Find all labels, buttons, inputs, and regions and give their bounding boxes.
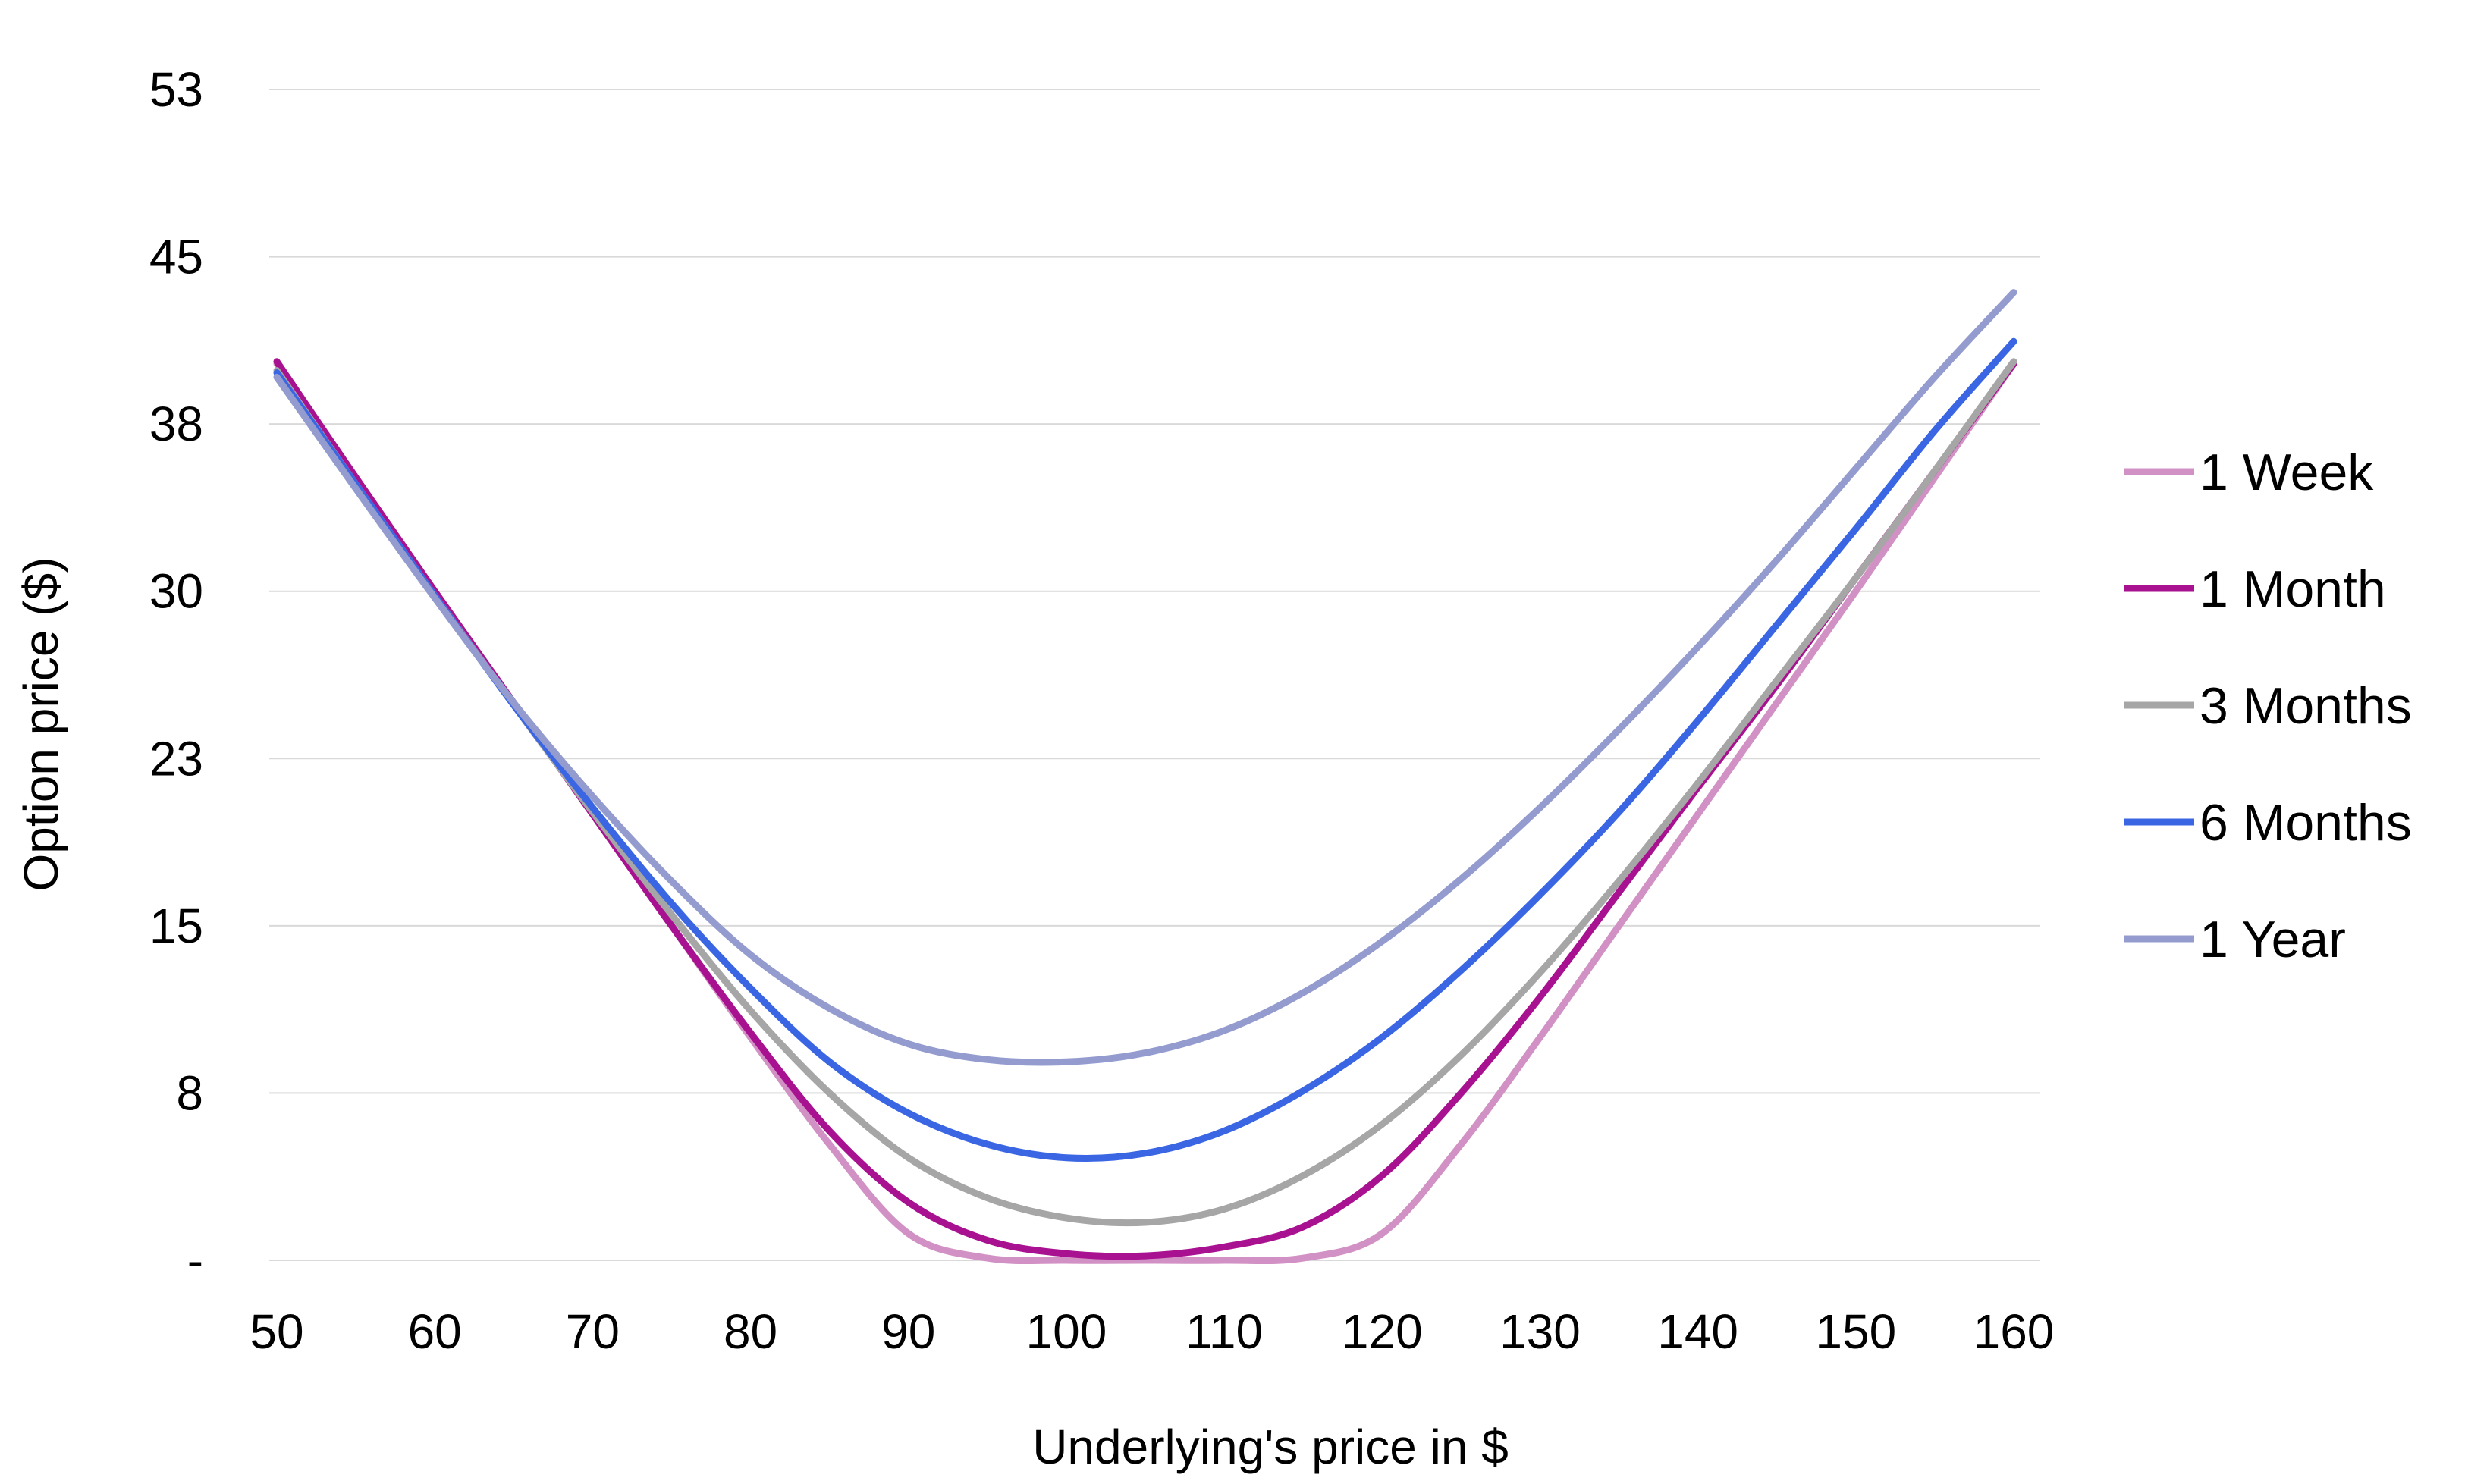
y-tick-label: 30	[149, 564, 203, 619]
x-tick-label: 100	[1026, 1304, 1107, 1359]
legend-label-1-year: 1 Year	[2200, 911, 2346, 968]
legend-label-6-months: 6 Months	[2200, 794, 2412, 852]
y-tick-label: 38	[149, 397, 203, 451]
x-tick-label: 140	[1657, 1304, 1738, 1359]
y-tick-label: 8	[176, 1065, 203, 1120]
x-tick-label: 150	[1815, 1304, 1896, 1359]
legend-label-3-months: 3 Months	[2200, 677, 2412, 735]
gridlines	[269, 89, 2040, 1261]
x-tick-label: 90	[881, 1304, 935, 1359]
series-line-6-months	[273, 337, 2017, 1162]
x-tick-label: 120	[1342, 1304, 1423, 1359]
series-lines	[273, 289, 2017, 1265]
x-tick-label: 130	[1499, 1304, 1581, 1359]
x-tick-label: 50	[250, 1304, 303, 1359]
series-line-1-week	[273, 360, 2017, 1265]
y-axis-title: Option price ($)	[14, 557, 68, 891]
legend: 1 Week 1 Month 3 Months 6 Months 1 Year	[2124, 444, 2412, 968]
legend-label-1-week: 1 Week	[2200, 444, 2374, 501]
x-axis-title: Underlying's price in $	[1032, 1420, 1509, 1474]
y-tick-label: 53	[149, 62, 203, 117]
y-tick-label: 45	[149, 230, 203, 284]
x-tick-label: 110	[1185, 1304, 1263, 1359]
y-tick-label: -	[187, 1233, 203, 1288]
x-tick-label: 80	[724, 1304, 777, 1359]
legend-label-1-month: 1 Month	[2200, 560, 2386, 618]
x-tick-label: 160	[1973, 1304, 2055, 1359]
series-line-1-month	[273, 358, 2017, 1260]
x-tick-label: 70	[566, 1304, 620, 1359]
y-tick-label: 15	[149, 899, 203, 953]
y-axis-ticks: - 8 15 23 30 38 45 53	[149, 62, 203, 1288]
y-tick-label: 23	[149, 731, 203, 786]
series-line-1-year	[273, 289, 2017, 1066]
x-axis-ticks: 50 60 70 80 90 100 110 120 130 140 150 160	[250, 1304, 2054, 1359]
x-tick-label: 60	[408, 1304, 462, 1359]
